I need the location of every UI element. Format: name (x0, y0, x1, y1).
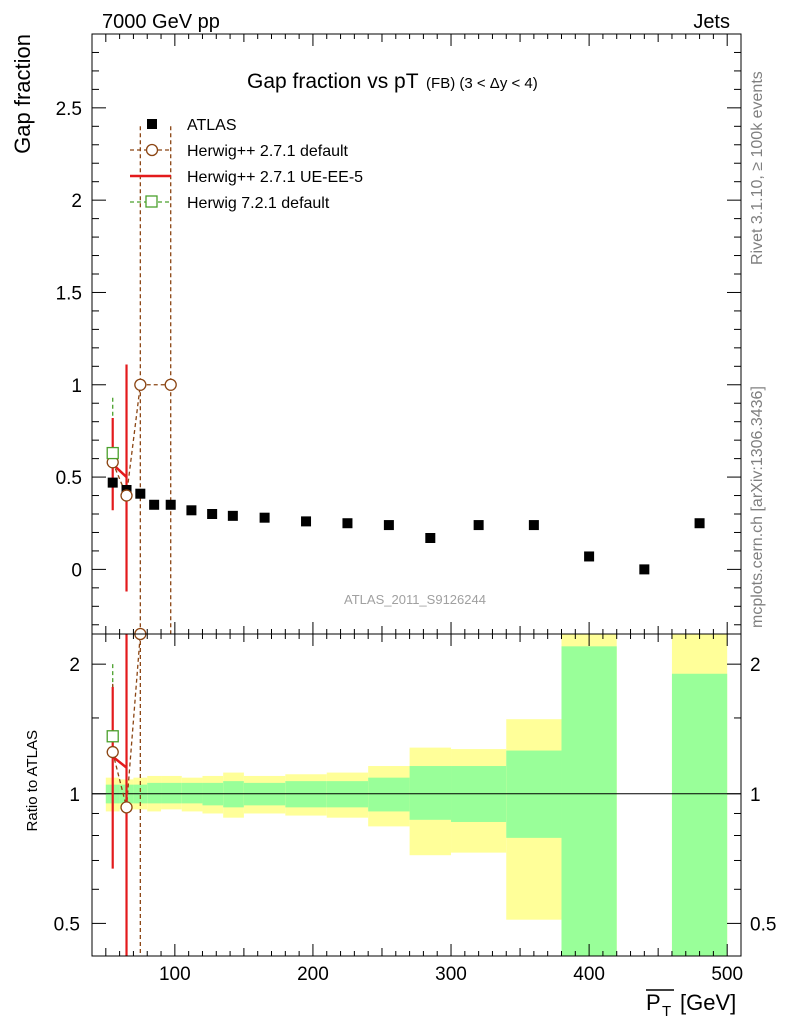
y-tick-label: 0.5 (56, 468, 82, 489)
herwig-default-point (164, 378, 177, 391)
x-axis-label: P T [GeV] (646, 989, 736, 1020)
ratio-axis-ticks: 100 200 300 400 500 0.5 0.5 1 1 2 2 (54, 634, 776, 985)
herwig-default-point (134, 378, 147, 391)
rivet-label: Rivet 3.1.10, ≥ 100k events (749, 71, 766, 265)
legend-item-atlas: ATLAS (147, 117, 237, 134)
y-tick-label: 1 (71, 376, 82, 397)
atlas-data-point (425, 533, 436, 543)
legend-herwig-default-marker (145, 143, 159, 157)
atlas-data-point (342, 518, 353, 529)
herwig7-point (106, 446, 119, 460)
green-band-bin (368, 777, 410, 812)
ratio-y-tick-label-right: 2 (750, 655, 761, 676)
x-tick-label: 500 (711, 964, 743, 985)
x-axis-label-sub: T (662, 1003, 671, 1020)
ratio-y-tick-label-right: 1 (750, 785, 761, 806)
atlas-data-point (207, 509, 218, 519)
legend-herwig7-label: Herwig 7.2.1 default (187, 195, 330, 212)
mcplots-label: mcplots.cern.ch [arXiv:1306.3436] (749, 386, 766, 628)
legend-herwig7-marker (145, 195, 158, 208)
ratio-y-tick-label: 1 (69, 785, 80, 806)
green-band-bin (409, 766, 452, 820)
analysis-watermark: ATLAS_2011_S9126244 (344, 592, 486, 607)
herwig-default-line (112, 384, 171, 499)
ratio-y-axis-label: Ratio to ATLAS (24, 730, 41, 831)
ratio-herwig-ueee5-line (111, 755, 128, 769)
atlas-data-point (227, 510, 238, 521)
ratio-herwig7-point (106, 730, 119, 743)
atlas-data-point (301, 516, 312, 527)
green-band-bin (671, 673, 728, 956)
legend-atlas-label: ATLAS (187, 117, 237, 134)
ratio-plot-frame (91, 633, 742, 957)
y-axis-label: Gap fraction (10, 34, 35, 154)
atlas-data-point (639, 564, 650, 575)
main-plot-marks (106, 126, 705, 634)
x-tick-label: 100 (159, 964, 191, 985)
x-axis-label-unit: [GeV] (680, 990, 736, 1015)
ratio-y-tick-label: 2 (69, 655, 80, 676)
atlas-data-point (383, 520, 394, 531)
atlas-data-point (694, 518, 705, 529)
ratio-y-tick-label-right: 0.5 (750, 914, 776, 935)
ratio-herwig-default-point (106, 745, 119, 759)
green-band-bin (181, 782, 203, 804)
legend: ATLAS Herwig++ 2.7.1 default Herwig++ 2.… (130, 117, 363, 212)
legend-item-herwig7: Herwig 7.2.1 default (130, 195, 330, 212)
atlas-data-point (165, 499, 176, 510)
legend-herwig-default-label: Herwig++ 2.7.1 default (187, 143, 349, 160)
atlas-data-point (584, 551, 595, 562)
legend-item-herwig-ueee5: Herwig++ 2.7.1 UE-EE-5 (130, 169, 363, 186)
atlas-data-point (186, 505, 197, 516)
legend-atlas-marker (147, 119, 157, 129)
ratio-herwig-default-point (120, 801, 133, 814)
atlas-data-point (528, 520, 539, 531)
ratio-bands (92, 634, 741, 956)
header-right: Jets (693, 11, 730, 33)
green-band-bin (161, 782, 182, 804)
green-band-bin (561, 646, 617, 956)
y-tick-label: 2.5 (56, 99, 82, 120)
main-axis-ticks: 0 0.5 1 1.5 2 2.5 (56, 34, 741, 634)
atlas-data-point (259, 512, 270, 523)
herwig-default-point (120, 489, 133, 502)
atlas-data-point (107, 477, 118, 488)
legend-herwig-ueee5-label: Herwig++ 2.7.1 UE-EE-5 (187, 169, 363, 186)
atlas-data-point (149, 499, 160, 510)
y-tick-label: 0 (71, 560, 82, 581)
atlas-data-point (473, 520, 484, 531)
ratio-y-tick-label: 0.5 (54, 914, 80, 935)
chart-title: Gap fraction vs pT (FB) (3 < Δy < 4) (247, 70, 538, 93)
y-tick-label: 2 (71, 191, 82, 212)
x-axis-label-p: P (646, 990, 661, 1015)
x-tick-label: 200 (297, 964, 329, 985)
x-tick-label: 300 (435, 964, 467, 985)
atlas-data-point (135, 488, 146, 499)
chart-title-main: Gap fraction vs pT (247, 70, 419, 93)
legend-item-herwig-default: Herwig++ 2.7.1 default (130, 143, 349, 160)
ratio-plot-marks (106, 627, 147, 956)
header-left: 7000 GeV pp (102, 11, 220, 33)
chart-title-sub: (FB) (3 < Δy < 4) (426, 75, 538, 92)
green-band-bin (147, 782, 162, 804)
y-tick-label: 1.5 (56, 283, 82, 304)
x-tick-label: 400 (573, 964, 605, 985)
